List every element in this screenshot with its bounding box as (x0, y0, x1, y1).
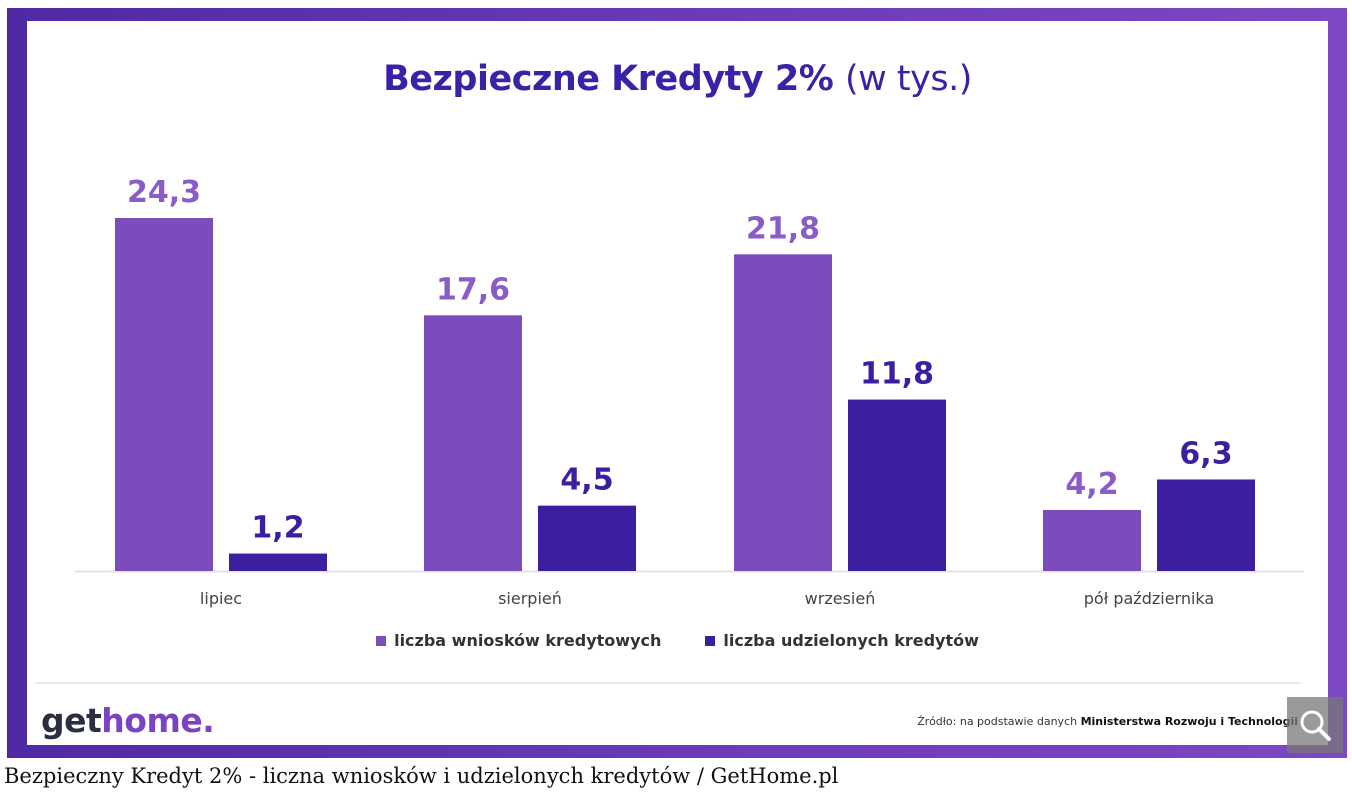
chart-frame: Bezpieczne Kredyty 2% (w tys.) 24,3 1,2 li… (7, 8, 1347, 758)
bar-granted-1 (538, 505, 636, 571)
chart-title: Bezpieczne Kredyty 2% (w tys.) (27, 59, 1328, 99)
bar-granted-3 (1157, 479, 1255, 571)
image-caption: Bezpieczny Kredyt 2% - liczna wniosków i… (4, 764, 839, 788)
data-label-applications-1: 17,6 (436, 272, 510, 307)
source-prefix: Źródło: na podstawie danych (917, 715, 1081, 728)
data-label-applications-0: 24,3 (127, 175, 201, 210)
bar-applications-1 (424, 315, 522, 571)
legend-item-applications: liczba wniosków kredytowych (376, 631, 661, 650)
magnifier-icon (1300, 710, 1331, 741)
source-bold: Ministerstwa Rozwoju i Technologii (1080, 715, 1298, 728)
data-label-granted-0: 1,2 (251, 511, 304, 546)
chart-card: Bezpieczne Kredyty 2% (w tys.) 24,3 1,2 li… (27, 21, 1328, 745)
source-note: Źródło: na podstawie danych Ministerstwa… (917, 715, 1298, 728)
legend-item-granted: liczba udzielonych kredytów (705, 631, 979, 650)
bar-applications-3 (1043, 509, 1141, 571)
legend-swatch-applications (376, 635, 387, 646)
bar-plot: 24,3 1,2 lipiec 17,6 4,5 sierpień 21,8 11,8 wrze… (75, 175, 1304, 608)
bar-granted-2 (848, 399, 946, 571)
x-tick-label-1: sierpień (498, 589, 562, 608)
bar-applications-2 (734, 254, 832, 571)
legend: liczba wniosków kredytowych liczba udzie… (27, 631, 1328, 650)
data-label-granted-1: 4,5 (560, 463, 613, 498)
bar-granted-0 (229, 553, 327, 571)
footer-divider (35, 682, 1300, 684)
data-label-granted-3: 6,3 (1179, 436, 1232, 471)
x-tick-label-0: lipiec (200, 589, 242, 608)
chart-title-unit: (w tys.) (845, 59, 972, 99)
legend-label-granted: liczba udzielonych kredytów (723, 631, 979, 650)
x-tick-label-3: pół października (1084, 589, 1214, 608)
legend-label-applications: liczba wniosków kredytowych (394, 631, 662, 650)
x-tick-label-2: wrzesień (805, 589, 876, 608)
data-label-applications-2: 21,8 (746, 211, 820, 246)
zoom-button[interactable] (1287, 697, 1343, 753)
chart-title-main: Bezpieczne Kredyty 2% (383, 59, 834, 99)
legend-swatch-granted (705, 635, 716, 646)
data-label-applications-3: 4,2 (1065, 467, 1118, 502)
logo-text-get: get (41, 701, 102, 740)
gethome-logo: gethome. (41, 701, 215, 740)
data-label-granted-2: 11,8 (860, 357, 934, 392)
bar-applications-0 (115, 218, 213, 571)
logo-text-home: home. (101, 701, 215, 740)
